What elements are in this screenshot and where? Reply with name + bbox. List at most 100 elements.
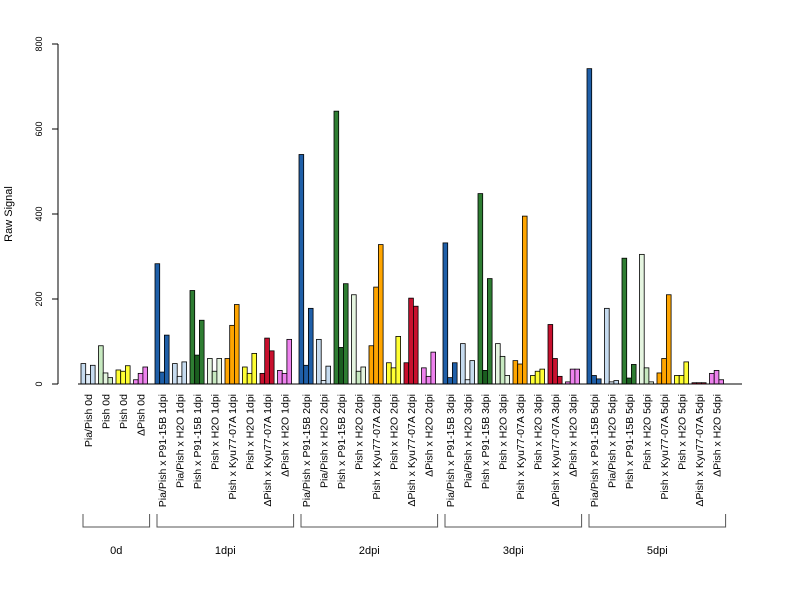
bar xyxy=(125,365,131,385)
group-bracket xyxy=(156,514,295,528)
bar xyxy=(666,294,672,385)
category-label: Pish x H2O 3dpi xyxy=(498,394,510,470)
category-label: Pia/Pish x P91-15B 5dpi xyxy=(589,394,601,507)
y-tick-label: 0 xyxy=(34,381,44,386)
bar xyxy=(604,307,610,385)
bar xyxy=(482,369,488,385)
bar xyxy=(574,368,581,385)
bar xyxy=(211,370,218,385)
bar xyxy=(430,351,436,385)
bar xyxy=(569,368,576,385)
bar xyxy=(115,369,122,385)
bar xyxy=(713,369,720,385)
category-label: Pish x H2O 5dpi xyxy=(677,394,689,470)
group-label: 2dpi xyxy=(359,545,380,557)
bar xyxy=(224,358,231,385)
bar xyxy=(154,263,161,385)
category-label: Pia/Pish x H2O 3dpi xyxy=(463,394,475,488)
category-label: ΔPish x Kyu77-07A 5dpi xyxy=(694,394,706,507)
bar xyxy=(421,367,427,385)
bar xyxy=(259,372,266,385)
bar xyxy=(181,361,187,385)
bar xyxy=(530,375,536,385)
bar xyxy=(120,370,126,385)
bar xyxy=(163,334,170,385)
category-label: Pia/Pish x P91-15B 2dpi xyxy=(301,394,313,507)
bar xyxy=(355,370,362,385)
bar xyxy=(303,364,309,385)
category-label: ΔPish x H2O 5dpi xyxy=(712,394,724,477)
bar xyxy=(229,324,235,385)
group-label: 5dpi xyxy=(647,545,668,557)
bar xyxy=(390,367,397,385)
bar xyxy=(674,375,680,385)
bar xyxy=(172,363,178,385)
bar xyxy=(142,366,148,385)
bar xyxy=(613,380,620,385)
bar xyxy=(403,362,410,385)
bar xyxy=(469,360,475,385)
category-label: Pish x H2O 2dpi xyxy=(389,394,401,470)
bar xyxy=(251,352,257,385)
bar xyxy=(504,375,510,385)
category-label: Pia/Pish x P91-15B 3dpi xyxy=(445,394,457,507)
bar xyxy=(451,362,458,385)
bar xyxy=(137,372,144,385)
bar xyxy=(591,375,597,385)
bar xyxy=(547,324,554,385)
bar xyxy=(512,360,519,385)
category-label: Pish x P91-15B 1dpi xyxy=(192,394,204,489)
bar xyxy=(286,338,292,385)
bar xyxy=(338,347,344,385)
category-label: Pish 0d xyxy=(101,394,113,429)
bar xyxy=(408,297,414,385)
category-label: Pish x H2O 3dpi xyxy=(533,394,545,470)
bars xyxy=(80,68,725,385)
bar xyxy=(316,338,322,385)
category-label: Pia/Pish x P91-15B 1dpi xyxy=(157,394,169,507)
bar xyxy=(464,379,471,385)
group-label: 0d xyxy=(110,545,122,557)
category-label: Pish x P91-15B 5dpi xyxy=(624,394,636,489)
category-label: ΔPish x Kyu77-07A 2dpi xyxy=(406,394,418,507)
category-label: ΔPish x H2O 2dpi xyxy=(424,394,436,477)
bar xyxy=(477,193,484,385)
bar xyxy=(486,278,493,385)
bar xyxy=(621,257,628,385)
bar xyxy=(709,372,715,385)
bar xyxy=(522,215,528,385)
category-label: ΔPish x H2O 3dpi xyxy=(568,394,580,477)
category-label: Pia/Pish 0d xyxy=(83,394,95,447)
bar xyxy=(442,242,449,385)
bar xyxy=(661,358,667,385)
category-label: Pish 0d xyxy=(118,394,130,429)
bar xyxy=(377,244,384,385)
bar xyxy=(639,253,645,385)
bar xyxy=(277,369,283,385)
bar xyxy=(189,290,196,385)
bar xyxy=(447,377,453,385)
bar xyxy=(233,304,240,385)
category-label: Pish x Kyu77-07A 5dpi xyxy=(659,394,671,500)
bar xyxy=(368,345,375,385)
category-label: Pia/Pish x H2O 2dpi xyxy=(319,394,331,488)
bar xyxy=(425,375,432,385)
bar xyxy=(176,375,183,385)
category-label: ΔPish x Kyu77-07A 3dpi xyxy=(550,394,562,507)
category-label: ΔPish 0d xyxy=(136,394,148,436)
bar xyxy=(360,366,366,385)
bar xyxy=(90,364,96,385)
bar xyxy=(499,355,506,385)
category-label: Pish x H2O 5dpi xyxy=(642,394,654,470)
category-label: Pish x P91-15B 2dpi xyxy=(336,394,348,489)
bar xyxy=(107,377,114,385)
bar xyxy=(246,372,253,385)
bar xyxy=(85,374,91,385)
bar xyxy=(683,361,690,385)
bar xyxy=(159,371,165,385)
category-label: ΔPish x H2O 1dpi xyxy=(280,394,292,477)
category-label: Pish x H2O 1dpi xyxy=(210,394,222,470)
category-label: Pish x P91-15B 3dpi xyxy=(480,394,492,489)
group-brackets: 0d 1dpi 2dpi 3dpi 5dpi xyxy=(82,514,727,557)
